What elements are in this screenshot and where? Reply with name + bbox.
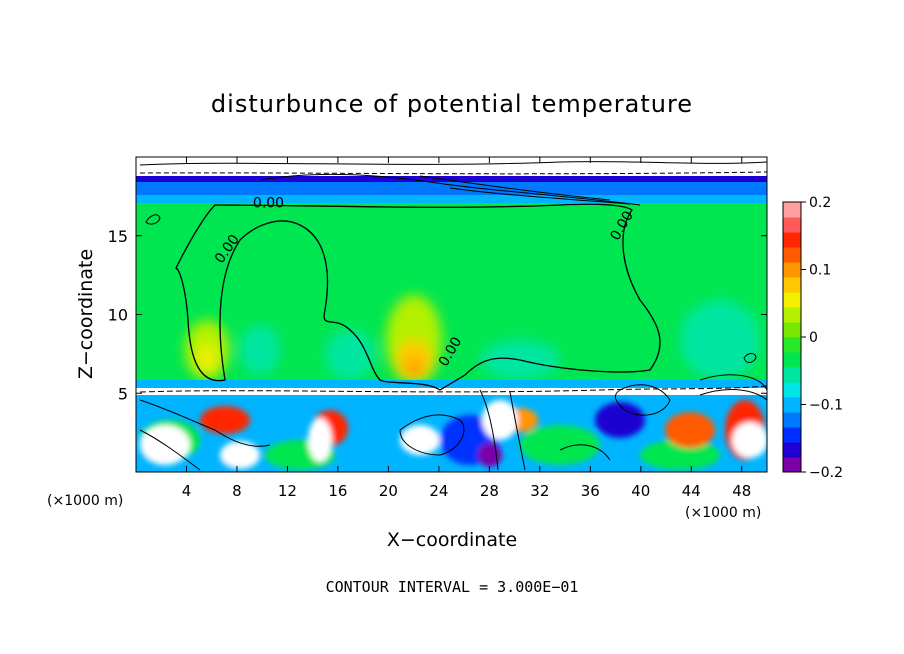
low-cyan-band [136, 380, 767, 389]
colorbar-segment [783, 397, 801, 413]
colorbar-tick-label: −0.2 [809, 465, 843, 481]
x-tick-label: 36 [581, 482, 600, 500]
cool-patch-4 [680, 300, 760, 380]
colorbar-segment [783, 412, 801, 428]
contour-bl-1 [139, 399, 271, 471]
x-unit-label-right: (×1000 m) [685, 505, 761, 521]
contour-top-1 [139, 161, 767, 166]
x-tick-label: 24 [429, 482, 448, 500]
bl-white-3 [308, 418, 332, 462]
colorbar-segment [783, 367, 801, 383]
contour-bl-4 [479, 389, 611, 471]
y-axis: 5 10 15 [108, 227, 767, 403]
cool-patch-1 [240, 325, 280, 375]
colorbar-segment [783, 442, 801, 458]
contour-zero-main [175, 203, 661, 391]
contour-low-dashed [139, 385, 767, 393]
x-tick-label: 32 [530, 482, 549, 500]
colorbar-segment [783, 292, 801, 308]
bl-white-2 [220, 441, 260, 469]
bl-white-6 [732, 422, 767, 458]
x-unit-label-left: (×1000 m) [47, 493, 123, 509]
colorbar-tick-label: 0.2 [809, 195, 831, 211]
y-tick-label: 15 [108, 227, 128, 246]
colorbar-segment [783, 247, 801, 263]
bl-green-4 [640, 440, 720, 470]
x-tick-label: 28 [480, 482, 499, 500]
x-tick-label: 8 [232, 482, 242, 500]
upper-blue-band [136, 182, 767, 196]
contour-label: 0.00 [253, 195, 284, 211]
x-axis: 4 8 12 16 20 24 28 32 36 40 44 48 [182, 157, 751, 500]
colorbar-tick-label: 0.1 [809, 263, 831, 279]
x-axis-label: X−coordinate [387, 529, 517, 551]
y-tick-label: 5 [118, 384, 128, 403]
bl-white-4 [400, 425, 440, 455]
colorbar-segment [783, 322, 801, 338]
x-tick-label: 40 [631, 482, 650, 500]
contour-interval-footer: CONTOUR INTERVAL = 3.000E−01 [326, 578, 579, 596]
plume-center-hot [406, 360, 422, 376]
contour-top-4 [419, 175, 631, 205]
colorbar-segment [783, 307, 801, 323]
colorbar-segment [783, 457, 801, 473]
bl-blue-2 [595, 402, 645, 438]
contour-bl-2 [399, 414, 465, 456]
plume-left-core [197, 344, 217, 372]
colorbar-ticks: 0.2 0.1 0 −0.1 −0.2 [801, 195, 843, 481]
y-axis-label: Z−coordinate [75, 249, 97, 379]
colorbar-segment [783, 232, 801, 248]
x-tick-label: 48 [732, 482, 751, 500]
colorbar-segment [783, 277, 801, 293]
x-tick-label: 20 [379, 482, 398, 500]
chart-title: disturbunce of potential temperature [211, 90, 693, 118]
bl-red-3 [665, 412, 715, 448]
plot-area [136, 157, 767, 472]
bl-white-5 [482, 400, 518, 440]
colorbar-segment [783, 337, 801, 353]
colorbar [782, 201, 802, 473]
colorbar-tick-label: −0.1 [809, 398, 843, 414]
bl-red-1 [200, 406, 250, 434]
upper-cyan-band [136, 195, 767, 203]
colorbar-segment [783, 202, 801, 218]
bl-green-3 [520, 425, 600, 465]
y-tick-label: 10 [108, 306, 128, 325]
contour-bl-3 [614, 374, 767, 416]
x-tick-label: 44 [682, 482, 701, 500]
colorbar-segment [783, 352, 801, 368]
contour-top-3 [259, 173, 641, 206]
contour-top-2 [139, 171, 767, 175]
cool-patch-2 [325, 330, 375, 380]
colorbar-tick-label: 0 [809, 330, 818, 346]
x-tick-label: 16 [328, 482, 347, 500]
colorbar-segment [783, 217, 801, 233]
colorbar-segment [783, 382, 801, 398]
x-tick-label: 4 [182, 482, 192, 500]
top-blue-strip [136, 176, 767, 182]
contour-small-1 [145, 214, 757, 363]
colorbar-segment [783, 262, 801, 278]
x-tick-label: 12 [278, 482, 297, 500]
colorbar-segment [783, 427, 801, 443]
bl-purple-1 [478, 443, 502, 467]
